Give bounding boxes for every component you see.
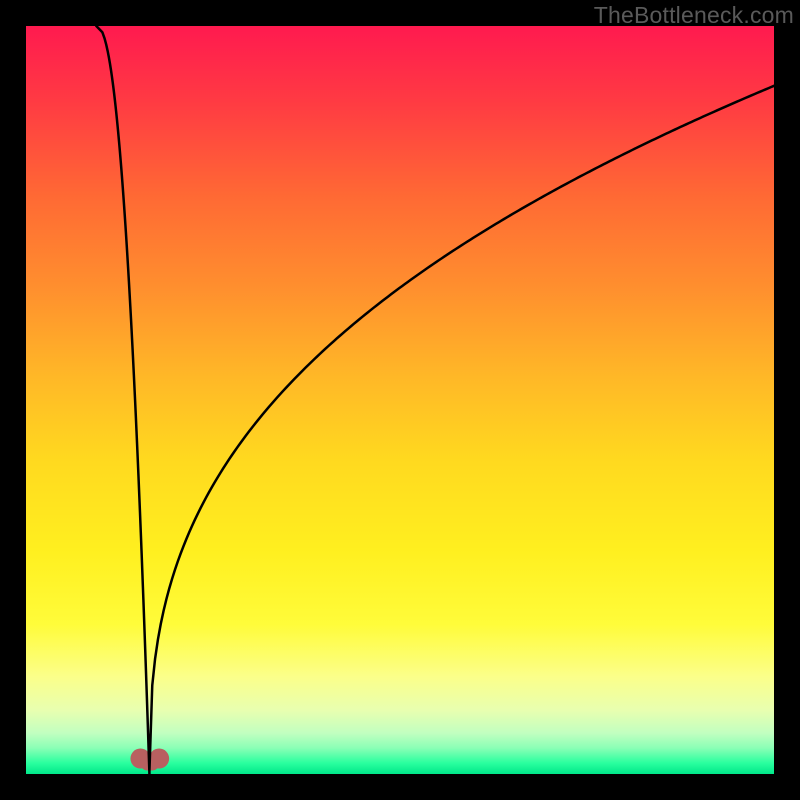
chart-stage: TheBottleneck.com bbox=[0, 0, 800, 800]
gradient-rect bbox=[26, 26, 774, 774]
plot-svg bbox=[26, 26, 774, 774]
watermark-text: TheBottleneck.com bbox=[594, 2, 794, 29]
plot-area bbox=[26, 26, 774, 774]
